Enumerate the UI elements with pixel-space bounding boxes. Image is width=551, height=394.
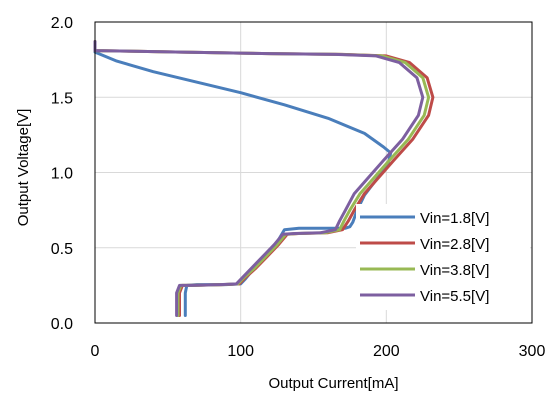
x-tick-label: 300	[519, 343, 546, 360]
y-tick-label: 0.5	[51, 241, 73, 258]
y-axis-label: Output Voltage[V]	[15, 109, 32, 227]
y-tick-label: 0.0	[51, 316, 73, 333]
legend-background	[356, 204, 530, 310]
y-tick-label: 2.0	[51, 15, 73, 32]
legend-label: Vin=1.8[V]	[420, 210, 489, 227]
y-tick-label: 1.5	[51, 90, 73, 107]
legend-label: Vin=2.8[V]	[420, 236, 489, 253]
x-tick-label: 200	[373, 343, 400, 360]
y-tick-label: 1.0	[51, 166, 73, 183]
x-tick-label: 0	[91, 343, 100, 360]
x-axis-label: Output Current[mA]	[268, 375, 398, 392]
x-tick-label: 100	[227, 343, 254, 360]
series-line	[93, 40, 425, 317]
legend-label: Vin=5.5[V]	[420, 288, 489, 305]
legend-label: Vin=3.8[V]	[420, 262, 489, 279]
series-layer	[93, 40, 435, 317]
tick-layer: 0 100 200 300 0.0 0.5 1.0 1.5 2.0	[51, 15, 546, 360]
plot-frame	[94, 21, 533, 324]
legend: Vin=1.8[V] Vin=2.8[V] Vin=3.8[V] Vin=5.5[V]	[360, 210, 489, 305]
grid-layer	[95, 22, 532, 323]
